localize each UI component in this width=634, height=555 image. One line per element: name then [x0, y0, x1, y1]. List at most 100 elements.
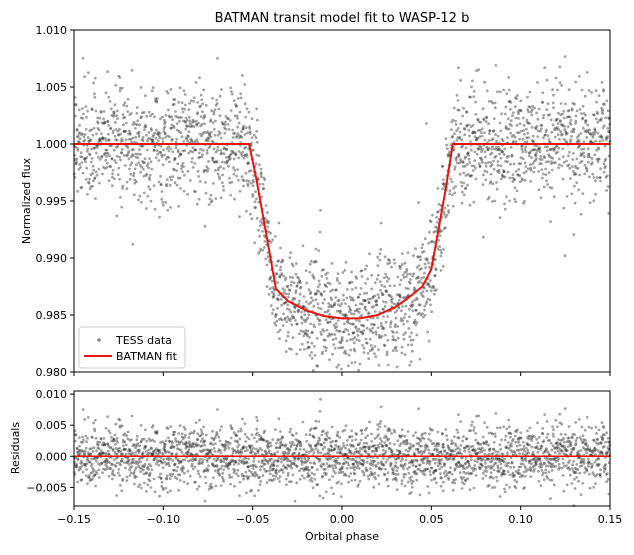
data-point: [150, 128, 153, 132]
data-point: [120, 148, 124, 151]
residual-point: [374, 477, 378, 481]
residual-point: [206, 451, 210, 455]
data-point: [105, 165, 109, 169]
data-point: [442, 182, 446, 186]
residual-point: [165, 474, 169, 478]
residual-point: [255, 473, 259, 477]
residual-point: [152, 458, 156, 462]
data-point: [543, 156, 546, 160]
residual-point: [209, 441, 213, 445]
data-point: [323, 310, 327, 314]
data-point: [587, 152, 591, 156]
residual-point: [215, 464, 219, 468]
data-point: [277, 293, 281, 297]
data-point: [329, 289, 332, 293]
residual-point: [90, 462, 94, 466]
data-point: [105, 151, 108, 155]
residual-point: [370, 432, 373, 436]
data-point: [326, 320, 330, 324]
residual-point: [176, 458, 180, 462]
residual-point: [540, 444, 544, 448]
residual-point: [229, 482, 233, 486]
data-point: [360, 323, 363, 327]
residual-point: [198, 475, 202, 479]
data-point: [561, 112, 564, 116]
residual-point: [440, 465, 444, 469]
data-point: [115, 138, 119, 142]
data-point: [259, 247, 262, 251]
residual-point: [225, 457, 228, 461]
data-point: [388, 261, 392, 265]
residual-point: [547, 470, 551, 474]
residual-point: [212, 437, 216, 441]
data-point: [532, 160, 536, 163]
data-point: [244, 126, 248, 130]
residual-point: [186, 482, 190, 486]
residual-point: [362, 459, 365, 463]
data-point: [413, 320, 416, 324]
data-point: [481, 183, 485, 187]
residual-point: [176, 473, 180, 477]
data-point: [306, 316, 310, 320]
residual-point: [147, 437, 151, 441]
data-point: [129, 163, 132, 167]
residual-point: [443, 449, 447, 452]
data-point: [320, 292, 323, 295]
data-point: [250, 217, 254, 221]
data-point: [101, 136, 105, 140]
data-point: [214, 197, 218, 201]
data-point: [384, 272, 388, 276]
residual-point: [77, 449, 81, 453]
data-point: [539, 155, 543, 158]
data-point: [493, 156, 497, 159]
data-point: [600, 135, 604, 139]
data-point: [201, 153, 204, 157]
residual-point: [206, 453, 210, 456]
data-point: [528, 122, 531, 125]
data-point: [410, 343, 414, 347]
residual-point: [337, 480, 340, 484]
data-point: [278, 275, 282, 279]
data-point: [408, 363, 412, 367]
data-point: [247, 169, 251, 173]
data-point: [166, 134, 170, 138]
data-point: [438, 234, 442, 238]
data-point: [255, 153, 259, 157]
data-point: [418, 357, 422, 361]
data-point: [323, 298, 327, 301]
data-point: [385, 290, 388, 293]
residual-point: [204, 433, 208, 437]
data-point: [208, 197, 212, 201]
data-point: [99, 110, 103, 113]
data-point: [369, 337, 372, 341]
data-point: [379, 324, 383, 328]
residual-point: [197, 462, 201, 466]
data-point: [78, 123, 81, 127]
data-point: [199, 148, 202, 151]
data-point: [75, 127, 79, 131]
data-point: [421, 290, 425, 294]
data-point: [578, 108, 582, 111]
data-point: [477, 68, 481, 72]
residual-point: [289, 427, 293, 431]
data-point: [584, 166, 588, 170]
residual-point: [344, 446, 347, 450]
data-point: [319, 208, 322, 212]
data-point: [131, 242, 135, 246]
residual-point: [190, 453, 193, 457]
data-point: [290, 280, 293, 284]
data-point: [382, 343, 386, 347]
residual-point: [111, 469, 115, 472]
data-point: [502, 88, 506, 92]
data-point: [265, 263, 269, 267]
residual-point: [193, 465, 197, 469]
residual-point: [558, 466, 561, 469]
data-point: [540, 168, 544, 172]
residual-point: [135, 444, 139, 448]
data-point: [460, 184, 464, 188]
data-point: [343, 313, 347, 317]
y-tick-label: 1.010: [36, 24, 68, 37]
data-point: [371, 347, 374, 350]
data-point: [351, 322, 354, 326]
data-point: [414, 247, 417, 251]
